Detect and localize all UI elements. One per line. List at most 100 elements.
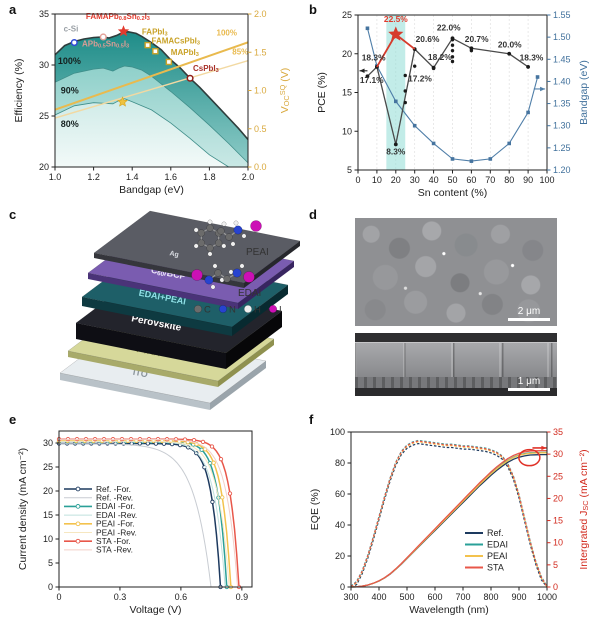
y2-tick-label: 1.30 xyxy=(553,121,571,131)
legend-entry: STA xyxy=(487,563,504,573)
pce-data-label: 22.5% xyxy=(384,14,408,24)
legend-entry: PEAI -For. xyxy=(96,519,135,529)
jv-curve xyxy=(59,441,226,588)
jv-curve xyxy=(59,440,228,588)
jv-curve xyxy=(59,440,230,588)
y2-tick-label: 1.25 xyxy=(553,143,571,153)
y2-tick-label: 0 xyxy=(553,582,558,592)
device-layer-label: Ag xyxy=(169,250,180,259)
composition-label: MAPbI3 xyxy=(171,48,199,58)
y2-tick-label: 2.0 xyxy=(254,9,267,19)
voc-line-label: 85% xyxy=(232,48,248,57)
y-tick-label: 5 xyxy=(48,558,53,568)
x-tick-label: 800 xyxy=(483,592,498,602)
crosssection-vacuum xyxy=(355,333,557,342)
y-tick-label: 20 xyxy=(43,486,53,496)
x-tick-label: 700 xyxy=(455,592,470,602)
x-tick-label: 60 xyxy=(466,175,476,185)
voc-star-marker xyxy=(117,96,129,107)
composition-square-marker xyxy=(152,48,159,55)
x-axis-title: Wavelength (nm) xyxy=(409,604,489,616)
x-tick-label: 0.6 xyxy=(175,592,188,602)
y-axis-title: EQE (%) xyxy=(309,489,321,530)
atom-legend-symbol: N xyxy=(229,305,236,316)
panel-a: a 100% 90% 80% 100% 85% c-Si APb0.5Sn0.5I3 FAMA… xyxy=(0,0,300,205)
y2-tick-label: 1.55 xyxy=(553,10,571,20)
panel-f-series xyxy=(350,439,548,588)
y-tick-label: 5 xyxy=(347,165,352,175)
legend-entry: Ref. -Rev. xyxy=(96,493,133,503)
integrated-jsc-curve xyxy=(350,452,547,588)
y-tick-label: 35 xyxy=(39,9,49,19)
sem-crosssection-image: 1 μm xyxy=(355,333,557,396)
x-tick-label: 1.0 xyxy=(49,172,62,182)
jv-curve xyxy=(59,438,239,588)
x-tick-label: 20 xyxy=(391,175,401,185)
scalebar-1um-bar xyxy=(508,388,550,391)
champion-star-marker xyxy=(388,26,404,41)
panel-b-axes: 0 10 20 30 40 50 60 70 80 90 100 5 10 15 20 25 1.20 1.25 1… xyxy=(316,10,590,199)
x-tick-label: 600 xyxy=(427,592,442,602)
pce-data-label: 17.1% xyxy=(360,75,384,85)
pce-data-label: 18.2% xyxy=(428,52,452,62)
scalebar-2um-bar xyxy=(508,318,550,321)
x-tick-label: 1.6 xyxy=(165,172,178,182)
legend-entry: PEAI xyxy=(487,551,508,561)
panel-e-axes: 0 0.3 0.6 0.9 0 5 10 15 20 25 30 Voltage (V) Current… xyxy=(17,430,253,616)
panel-e: e Ref. -For. Ref. -Rev. EDAI -For. EDAI -Re… xyxy=(0,410,300,619)
y2-tick-label: 1.20 xyxy=(553,165,571,175)
band-label: 100% xyxy=(58,56,81,66)
panel-e-letter: e xyxy=(9,412,17,427)
y-tick-label: 15 xyxy=(43,510,53,520)
x-tick-label: 900 xyxy=(511,592,526,602)
panel-f-axes: 300 400 500 600 700 800 900 1000020406080100051… xyxy=(309,427,590,616)
atom-legend-symbol: H xyxy=(254,305,261,316)
composition-square-marker xyxy=(165,58,173,66)
y2-axis-title: VOCSQ (V) xyxy=(278,68,291,114)
panel-a-bands: 100% 90% 80% xyxy=(55,30,248,167)
panel-b-letter: b xyxy=(309,2,317,17)
x-tick-label: 1.4 xyxy=(126,172,139,182)
pce-data-label: 22.0% xyxy=(437,23,461,33)
x-tick-label: 300 xyxy=(343,592,358,602)
x-axis-title: Sn content (%) xyxy=(418,187,487,199)
y2-tick-label: 5 xyxy=(553,560,558,570)
scalebar-1um-label: 1 μm xyxy=(517,376,541,387)
panel-f-letter: f xyxy=(309,412,314,427)
composition-star-marker xyxy=(117,25,130,37)
panel-e-legend: Ref. -For.Ref. -Rev.EDAI -For.EDAI -Rev.… xyxy=(64,484,137,555)
legend-entry: EDAI -For. xyxy=(96,501,135,511)
composition-label: FAMAPb0.8Sn0.2I3 xyxy=(86,12,150,22)
jv-curve xyxy=(59,440,232,588)
y-tick-label: 20 xyxy=(342,49,352,59)
y-tick-label: 40 xyxy=(335,520,345,530)
y2-tick-label: 35 xyxy=(553,427,563,437)
y-tick-label: 25 xyxy=(342,10,352,20)
y2-tick-label: 15 xyxy=(553,516,563,526)
legend-entry: STA -For. xyxy=(96,536,131,546)
y-axis-title: Efficiency (%) xyxy=(13,59,25,123)
x-tick-label: 50 xyxy=(447,175,457,185)
y-axis-title: Current density (mA cm⁻²) xyxy=(17,448,29,570)
panel-b-chart: 22.5% 18.3% 17.1% 8.3% 17.2% 20.6% 18.2% 22.0% 2… xyxy=(316,10,590,199)
y-tick-label: 80 xyxy=(335,458,345,468)
x-tick-label: 100 xyxy=(539,175,554,185)
x-tick-label: 400 xyxy=(371,592,386,602)
x-tick-label: 2.0 xyxy=(242,172,255,182)
eqe-curve xyxy=(350,439,548,587)
x-tick-label: 1000 xyxy=(537,592,557,602)
y2-tick-label: 0.0 xyxy=(254,162,267,172)
molecule-label-edai: EDAI xyxy=(238,288,261,299)
x-tick-label: 10 xyxy=(372,175,382,185)
composition-square-marker xyxy=(144,41,151,49)
band-label: 90% xyxy=(61,86,79,96)
y-axis-title: PCE (%) xyxy=(316,72,328,113)
y2-axis-title: Bandgap (eV) xyxy=(578,60,590,125)
composition-circle-marker xyxy=(99,33,107,41)
voc-line-label: 100% xyxy=(217,28,237,37)
highlight-band xyxy=(386,15,406,170)
x-axis-title: Voltage (V) xyxy=(130,604,182,616)
pce-data-label: 20.0% xyxy=(498,40,522,50)
